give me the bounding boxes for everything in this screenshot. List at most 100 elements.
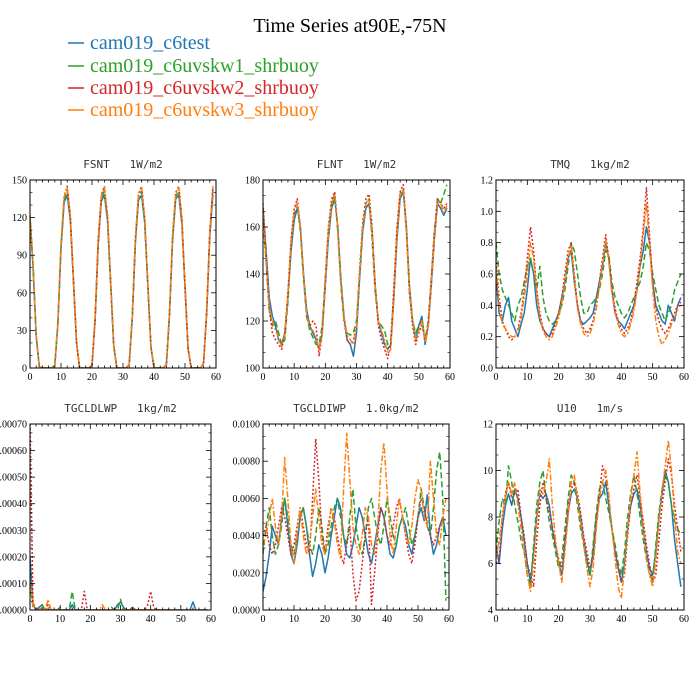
x-tick-label: 10 [55,614,65,625]
x-tick-label: 30 [585,614,595,625]
y-tick-label: 0.00060 [0,446,27,457]
legend-label: cam019_c6uvskw1_shrbuoy [90,55,319,77]
y-tick-label: 0.0040 [233,531,261,542]
panel-title: FSNT 1W/m2 [83,158,162,171]
y-tick-label: 60 [17,288,27,299]
plot-frame [262,179,451,369]
x-tick-label: 60 [211,372,221,383]
chart-panels: FSNT 1W/m20 10 20 30 40 50 600306090120150FLNT… [0,158,689,625]
x-tick-label: 20 [320,614,330,625]
y-tick-label: 140 [245,270,260,281]
y-tick-label: 0.0000 [233,606,261,617]
series-line [263,183,448,360]
x-tick-label: 30 [118,372,128,383]
x-tick-label: 30 [351,614,361,625]
x-tick-label: 20 [85,614,95,625]
x-tick-label: 40 [616,372,626,383]
x-tick-label: 10 [56,372,66,383]
x-tick-label: 10 [522,372,532,383]
series-line [496,241,682,325]
y-tick-label: 8 [488,513,493,524]
x-tick-label: 40 [149,372,159,383]
series-line [30,556,208,610]
panel-title: TMQ 1kg/m2 [550,158,629,171]
y-tick-label: 10 [483,466,493,477]
x-tick-label: 40 [616,614,626,625]
series-line [496,458,682,588]
x-tick-label: 60 [679,614,689,625]
panel-title: TGCLDLWP 1kg/m2 [64,402,177,415]
y-tick-label: 0.0060 [233,494,261,505]
x-tick-label: 10 [289,614,299,625]
panel-title: U10 1m/s [557,402,623,415]
y-tick-label: 160 [245,223,260,234]
y-tick-label: 1.2 [481,176,494,187]
y-tick-label: 0.0 [481,364,494,375]
x-tick-label: 10 [289,372,299,383]
y-tick-label: 180 [245,176,260,187]
x-tick-label: 0 [494,372,499,383]
x-tick-label: 60 [444,614,454,625]
series-group [496,187,682,346]
x-tick-label: 0 [494,614,499,625]
y-tick-label: 120 [12,213,27,224]
chart-panel: TGCLDIWP 1.0kg/m2 0 10 20 30 40 50 60 0.0000 0.00… [233,402,455,625]
series-line [30,188,214,368]
x-tick-label: 60 [679,372,689,383]
y-tick-label: 100 [245,364,260,375]
y-tick-label: 0.00040 [0,499,27,510]
x-tick-label: 30 [585,372,595,383]
x-tick-label: 0 [28,372,33,383]
x-tick-label: 20 [87,372,97,383]
x-tick-label: 50 [414,372,424,383]
x-tick-label: 50 [648,372,658,383]
x-tick-label: 20 [554,372,564,383]
y-tick-label: 12 [483,420,493,431]
y-tick-label: 0.00020 [0,552,27,563]
y-tick-label: 0.0020 [233,568,261,579]
x-tick-label: 30 [116,614,126,625]
series-line [496,465,682,588]
series-line [496,187,682,341]
x-tick-label: 60 [206,614,216,625]
y-tick-label: 0.4 [481,301,494,312]
series-group [496,439,682,600]
x-tick-label: 0 [28,614,33,625]
y-tick-label: 150 [12,176,27,187]
series-line [263,188,448,355]
x-tick-label: 40 [383,372,393,383]
chart-panel: TMQ 1kg/m2 0 10 20 30 40 50 60 0.0 0.2 0.4 0.6 0.8 1.… [481,158,690,383]
legend: cam019_c6testcam019_c6uvskw1_shrbuoycam0… [68,32,319,121]
x-tick-label: 50 [180,372,190,383]
y-tick-label: 90 [17,251,27,262]
y-tick-label: 30 [17,326,27,337]
y-tick-label: 0.00000 [0,606,27,617]
plot-frame [495,423,685,611]
x-tick-label: 0 [261,372,266,383]
x-tick-label: 40 [146,614,156,625]
y-tick-label: 4 [488,606,493,617]
y-tick-label: 1.0 [481,207,494,218]
x-tick-label: 40 [382,614,392,625]
y-tick-label: 0.00030 [0,526,27,537]
series-line [263,191,448,358]
y-tick-label: 0.0080 [233,457,261,468]
chart-panel: FSNT 1W/m2 0 10 20 30 40 50 60 0 30 60 90 120 150 [12,158,221,383]
chart-panel: U10 1m/s 0 10 20 30 40 50 60 4 6 8 10 12 [483,402,689,625]
legend-label: cam019_c6uvskw2_shrbuoy [90,77,319,99]
series-line [263,184,448,346]
x-tick-label: 50 [648,614,658,625]
panel-title: TGCLDIWP 1.0kg/m2 [293,402,419,415]
y-tick-label: 0.00010 [0,579,27,590]
y-tick-label: 0.8 [481,238,494,249]
y-tick-label: 120 [245,317,260,328]
chart-panel: TGCLDLWP 1kg/m2 0 10 20 30 40 50 60 0.00000 0.000… [0,402,216,625]
series-line [263,438,447,606]
legend-label: cam019_c6uvskw3_shrbuoy [90,99,319,121]
y-tick-label: 6 [488,559,493,570]
x-tick-label: 50 [176,614,186,625]
y-tick-label: 0.2 [481,332,494,343]
chart-panel: FLNT 1W/m2 0 10 20 30 40 50 60 100 120 140 160 180 [245,158,455,383]
series-line [263,451,447,601]
